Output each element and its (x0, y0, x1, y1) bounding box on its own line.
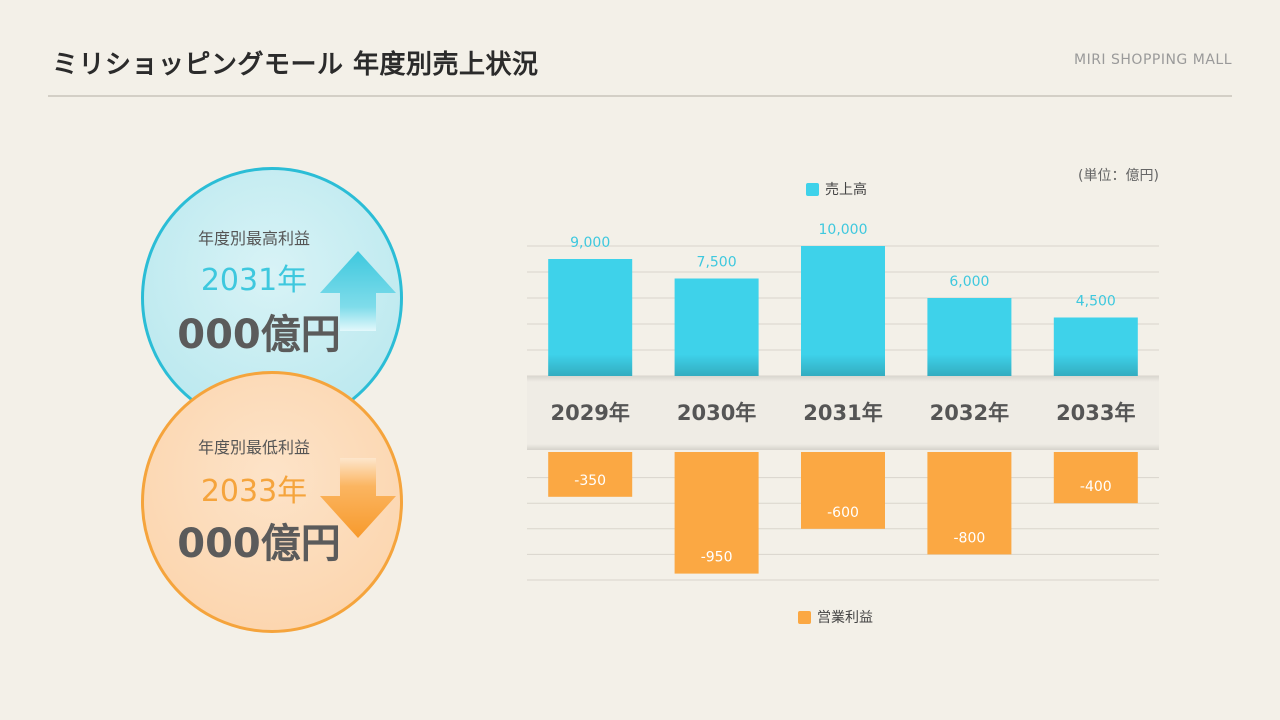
lowest-profit-card: 年度別最低利益 2033年 000億円 (141, 371, 403, 633)
sales-value-label: 10,000 (819, 222, 868, 238)
legend-profit-swatch (798, 610, 811, 624)
sales-value-label: 6,000 (949, 274, 989, 290)
legend-sales-label: 売上高 (825, 182, 867, 198)
highest-profit-year: 2031年 (200, 263, 308, 298)
sales-bar-shade (548, 354, 633, 376)
arrow-up-icon (320, 251, 396, 331)
highest-profit-card: 年度別最高利益 2031年 000億円 (141, 167, 403, 429)
lowest-profit-label: 年度別最低利益 (197, 438, 310, 457)
highest-profit-value: 000億円 (177, 312, 341, 358)
sales-bar-shade (927, 354, 1012, 376)
sales-value-label: 7,500 (697, 255, 737, 271)
profit-bar (801, 452, 885, 529)
legend-profit[interactable]: 営業利益 (798, 607, 873, 627)
legend-sales-swatch (806, 182, 819, 196)
category-label: 2032年 (930, 401, 1009, 425)
profit-bar (674, 452, 759, 574)
sales-bar-shade (1053, 354, 1138, 376)
category-label: 2033年 (1056, 401, 1135, 425)
category-band (527, 376, 1159, 450)
profit-bar (927, 452, 1012, 555)
arrow-down-icon (320, 458, 396, 538)
chart-unit-label: (単位：億円) (1078, 168, 1159, 184)
profit-value-label: -600 (827, 505, 859, 521)
header-divider (48, 95, 1232, 97)
profit-bar (1053, 452, 1138, 504)
highest-profit-label: 年度別最高利益 (197, 229, 310, 248)
profit-value-label: -950 (701, 550, 733, 566)
profit-value-label: -350 (574, 473, 606, 489)
lowest-profit-year: 2033年 (200, 474, 308, 509)
brand-label: MIRI SHOPPING MALL (1074, 52, 1232, 68)
category-label: 2031年 (803, 401, 882, 425)
profit-value-label: -400 (1080, 479, 1112, 495)
profit-bar (548, 452, 633, 497)
sales-bar-shade (674, 354, 759, 376)
page-title: ミリショッピングモール 年度別売上状況 (52, 50, 539, 80)
sales-value-label: 9,000 (570, 235, 610, 251)
legend-sales[interactable]: 売上高 (806, 179, 867, 199)
sales-bar-shade (801, 354, 885, 376)
sales-value-label: 4,500 (1076, 294, 1116, 310)
category-label: 2029年 (550, 401, 629, 425)
lowest-profit-value: 000億円 (177, 521, 341, 567)
legend-profit-label: 営業利益 (817, 610, 873, 626)
profit-value-label: -800 (954, 530, 986, 546)
category-label: 2030年 (677, 401, 756, 425)
